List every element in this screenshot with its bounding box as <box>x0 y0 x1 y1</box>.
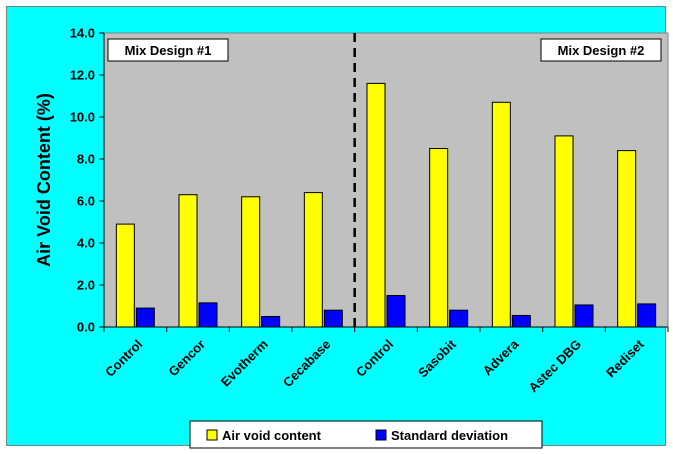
x-category-label: Gencor <box>165 337 208 380</box>
bar-std-dev-1 <box>135 307 155 328</box>
bar-std-dev-6 <box>449 309 469 328</box>
bar-std-dev-2 <box>198 302 218 328</box>
bar-std-dev-3 <box>261 316 281 328</box>
bar-std-dev-7 <box>511 314 531 328</box>
group-label-1: Mix Design #1 <box>107 38 229 62</box>
group-label-2: Mix Design #2 <box>540 38 662 62</box>
bar-air-void-6 <box>429 148 449 328</box>
bar-std-dev-8 <box>574 304 594 328</box>
y-ticks-layer: 0.0 2.0 4.0 6.0 8.0 10.0 12.0 14.0 <box>70 26 104 335</box>
legend-swatch-std-dev <box>375 429 387 441</box>
x-category-label: Astec DBG <box>525 337 584 396</box>
bar-air-void-1 <box>115 223 135 328</box>
bar-std-dev-9 <box>637 303 657 328</box>
bar-air-void-3 <box>241 196 261 328</box>
legend: Air void content Standard deviation <box>189 420 543 449</box>
legend-swatch-air-void <box>206 429 218 441</box>
bar-air-void-5 <box>366 82 386 328</box>
y-tick-label: 4.0 <box>77 236 95 251</box>
bar-air-void-9 <box>617 150 637 328</box>
x-category-label: Control <box>102 337 145 380</box>
bar-air-void-4 <box>303 192 323 328</box>
y-tick-label: 6.0 <box>77 194 95 209</box>
group-label-1-text: Mix Design #1 <box>125 43 212 58</box>
bar-air-void-7 <box>491 101 511 328</box>
bar-air-void-2 <box>178 194 198 328</box>
y-tick-label: 0.0 <box>77 320 95 335</box>
x-category-label: Cecabase <box>280 337 334 391</box>
legend-label-std-dev: Standard deviation <box>391 428 508 443</box>
bar-std-dev-5 <box>386 295 406 328</box>
axes-layer <box>103 33 669 332</box>
y-axis-title: Air Void Content (%) <box>34 93 54 267</box>
x-category-label: Evotherm <box>218 337 271 390</box>
x-category-label: Rediset <box>603 336 647 380</box>
legend-label-air-void: Air void content <box>222 428 322 443</box>
plot-area <box>103 32 669 328</box>
y-tick-label: 2.0 <box>77 278 95 293</box>
y-tick-label: 12.0 <box>70 68 95 83</box>
x-category-label: Control <box>353 337 396 380</box>
bar-air-void-8 <box>554 135 574 328</box>
y-tick-label: 14.0 <box>70 26 95 41</box>
y-tick-label: 10.0 <box>70 110 95 125</box>
x-category-label: Sasobit <box>415 336 459 380</box>
bars-layer <box>115 82 657 328</box>
bar-std-dev-4 <box>323 309 343 328</box>
group-label-2-text: Mix Design #2 <box>558 43 645 58</box>
x-categories-layer: Control Gencor Evotherm Cecabase Control Saso… <box>102 336 647 395</box>
x-category-label: Advera <box>480 336 522 378</box>
y-tick-label: 8.0 <box>77 152 95 167</box>
